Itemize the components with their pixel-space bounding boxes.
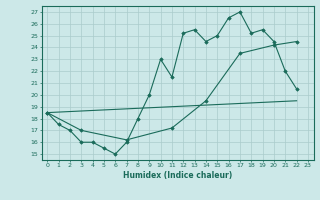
X-axis label: Humidex (Indice chaleur): Humidex (Indice chaleur) [123,171,232,180]
